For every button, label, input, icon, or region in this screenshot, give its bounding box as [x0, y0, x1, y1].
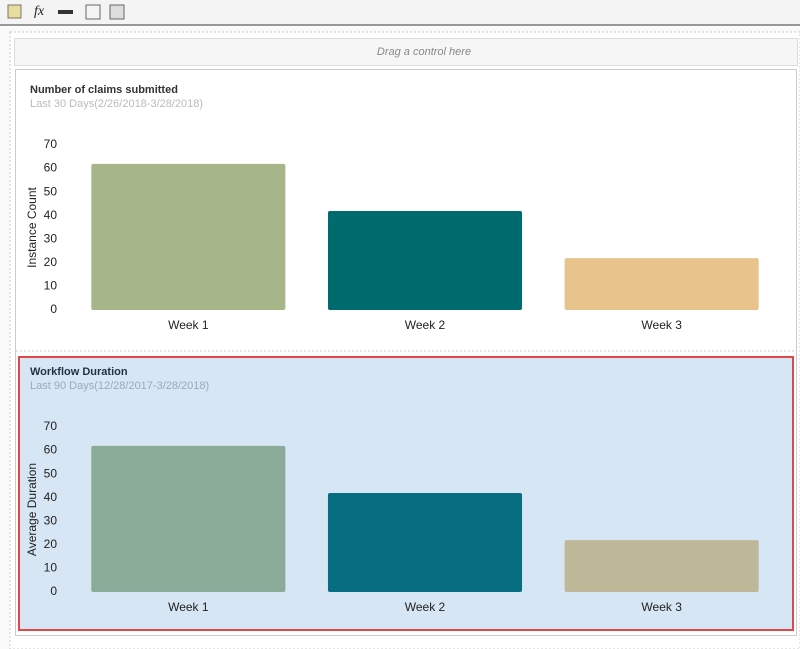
x-tick-label: Week 1 [168, 318, 209, 332]
bar [327, 211, 523, 310]
y-axis-label: Average Duration [25, 463, 39, 556]
y-tick-label: 20 [44, 537, 58, 551]
bar [91, 445, 286, 592]
bar [91, 163, 286, 310]
y-axis-label: Instance Count [25, 186, 39, 267]
x-tick-label: Week 1 [168, 600, 209, 614]
y-tick-label: 40 [44, 490, 58, 504]
y-tick-label: 40 [44, 208, 58, 222]
toolbar-icon[interactable] [58, 10, 73, 14]
formula-icon[interactable]: fx [34, 4, 45, 19]
toolbar-icon[interactable] [109, 4, 125, 20]
x-tick-label: Week 3 [641, 600, 682, 614]
y-tick-label: 30 [44, 231, 58, 245]
y-tick-label: 70 [44, 419, 58, 433]
toolbar [0, 0, 800, 24]
toolbar-icon[interactable] [85, 4, 101, 20]
x-tick-label: Week 2 [405, 600, 446, 614]
y-tick-label: 50 [44, 184, 58, 198]
x-tick-label: Week 3 [641, 318, 682, 332]
y-tick-label: 50 [44, 466, 58, 480]
x-tick-label: Week 2 [405, 318, 446, 332]
drop-zone-text: Drag a control here [377, 46, 471, 58]
y-tick-label: 0 [50, 584, 57, 598]
bar [327, 493, 523, 592]
y-tick-label: 70 [44, 137, 58, 151]
y-tick-label: 10 [44, 561, 58, 575]
chart-subtitle: Last 30 Days(2/26/2018-3/28/2018) [30, 98, 203, 110]
bar [564, 258, 759, 310]
chart-title: Number of claims submitted [30, 84, 178, 96]
y-tick-label: 60 [44, 443, 58, 457]
drop-zone[interactable] [14, 38, 798, 66]
y-tick-label: 10 [44, 279, 58, 293]
chart-title: Workflow Duration [30, 366, 128, 378]
y-tick-label: 30 [44, 513, 58, 527]
chart-subtitle: Last 90 Days(12/28/2017-3/28/2018) [30, 380, 209, 392]
y-tick-label: 20 [44, 255, 58, 269]
y-tick-label: 60 [44, 161, 58, 175]
toolbar-icon[interactable] [7, 4, 22, 19]
y-tick-label: 0 [50, 302, 57, 316]
bar [564, 540, 759, 592]
